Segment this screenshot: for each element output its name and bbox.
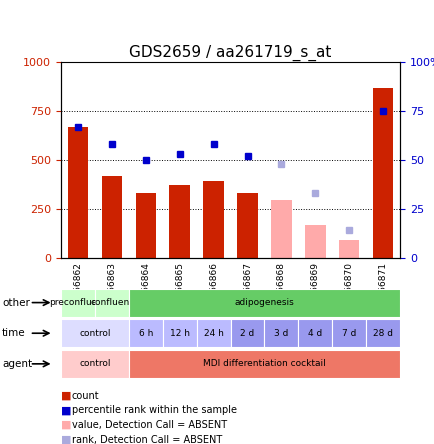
Text: confluent: confluent <box>90 298 133 307</box>
Text: 12 h: 12 h <box>169 329 189 338</box>
Bar <box>68 127 88 258</box>
Text: count: count <box>72 391 99 400</box>
Text: MDI differentiation cocktail: MDI differentiation cocktail <box>203 359 325 369</box>
Bar <box>237 193 257 258</box>
Text: control: control <box>79 359 110 369</box>
Text: 6 h: 6 h <box>138 329 153 338</box>
Bar <box>305 225 325 258</box>
Text: ■: ■ <box>61 435 71 444</box>
Text: adipogenesis: adipogenesis <box>234 298 294 307</box>
Text: value, Detection Call = ABSENT: value, Detection Call = ABSENT <box>72 420 227 430</box>
Text: control: control <box>79 329 110 338</box>
Text: 28 d: 28 d <box>372 329 392 338</box>
Text: 4 d: 4 d <box>308 329 322 338</box>
Text: other: other <box>2 297 30 308</box>
Bar <box>372 87 392 258</box>
Bar <box>339 240 358 258</box>
Bar <box>271 200 291 258</box>
Text: ■: ■ <box>61 405 71 415</box>
Text: 3 d: 3 d <box>273 329 288 338</box>
Text: 24 h: 24 h <box>203 329 223 338</box>
Title: GDS2659 / aa261719_s_at: GDS2659 / aa261719_s_at <box>129 44 331 61</box>
Text: preconfluent: preconfluent <box>49 298 106 307</box>
Text: rank, Detection Call = ABSENT: rank, Detection Call = ABSENT <box>72 435 221 444</box>
Text: ■: ■ <box>61 391 71 400</box>
Text: agent: agent <box>2 359 32 369</box>
Bar <box>203 181 223 258</box>
Bar <box>135 193 155 258</box>
Bar <box>102 176 122 258</box>
Text: time: time <box>2 328 26 338</box>
Bar <box>169 185 189 258</box>
Text: percentile rank within the sample: percentile rank within the sample <box>72 405 236 415</box>
Text: 2 d: 2 d <box>240 329 254 338</box>
Text: ■: ■ <box>61 420 71 430</box>
Text: 7 d: 7 d <box>341 329 356 338</box>
